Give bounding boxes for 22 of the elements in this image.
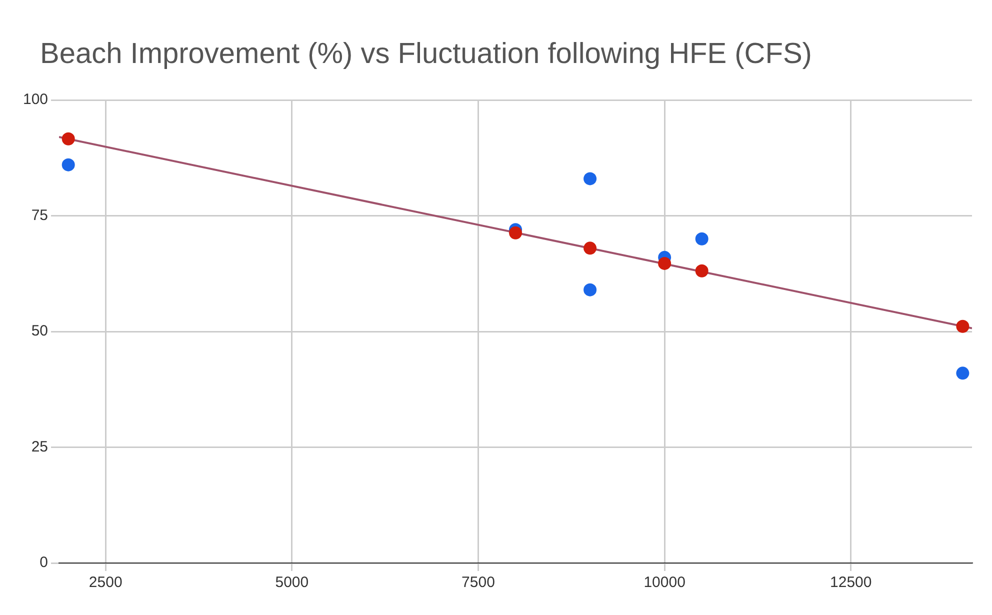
point xyxy=(695,232,708,246)
x-tick-label: 10000 xyxy=(644,574,686,592)
x-tick-label: 5000 xyxy=(275,574,309,592)
y-tick-label: 25 xyxy=(31,438,48,456)
point xyxy=(956,366,970,380)
y-tick-label: 100 xyxy=(22,91,48,108)
y-tick-label: 75 xyxy=(31,206,48,224)
x-tick-label: 12500 xyxy=(830,574,872,592)
y-tick-label: 50 xyxy=(31,322,48,340)
x-tick-label: 7500 xyxy=(462,574,495,592)
point xyxy=(584,172,597,186)
point xyxy=(62,158,75,172)
point xyxy=(584,283,597,296)
point xyxy=(695,264,708,278)
x-tick-label: 2500 xyxy=(88,574,122,592)
point xyxy=(62,132,75,146)
point xyxy=(584,242,597,255)
point xyxy=(509,226,522,240)
point xyxy=(658,256,672,270)
y-tick-label: 0 xyxy=(40,554,48,572)
chart-title: Beach Improvement (%) vs Fluctuation following HFE (CFS) xyxy=(40,38,812,71)
point xyxy=(956,320,970,333)
